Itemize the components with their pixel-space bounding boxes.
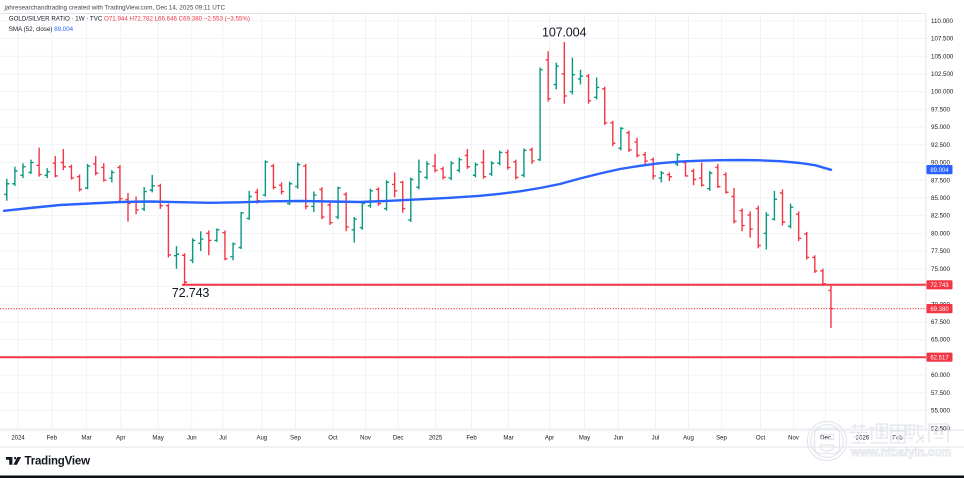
svg-text:60.000: 60.000	[931, 372, 950, 379]
svg-text:90.000: 90.000	[931, 160, 950, 167]
svg-text:107.004: 107.004	[542, 25, 586, 39]
svg-text:105.000: 105.000	[931, 53, 954, 60]
svg-text:77.500: 77.500	[931, 248, 950, 255]
svg-text:Apr: Apr	[116, 436, 125, 442]
svg-text:Dec: Dec	[393, 436, 404, 442]
svg-text:110.000: 110.000	[931, 18, 953, 25]
svg-text:www.htbaiyin.com: www.htbaiyin.com	[850, 447, 952, 459]
svg-text:65.000: 65.000	[931, 337, 950, 344]
svg-text:2026: 2026	[856, 436, 870, 442]
svg-text:Oct: Oct	[328, 436, 338, 442]
svg-text:Nov: Nov	[788, 436, 799, 442]
svg-text:62.517: 62.517	[930, 356, 949, 362]
svg-text:Jul: Jul	[219, 436, 227, 442]
svg-text:107.500: 107.500	[931, 36, 954, 43]
svg-text:97.500: 97.500	[931, 107, 950, 114]
svg-text:Mar: Mar	[503, 436, 513, 442]
svg-text:82.500: 82.500	[931, 213, 950, 220]
svg-text:May: May	[579, 436, 590, 442]
svg-text:87.500: 87.500	[931, 177, 950, 184]
svg-text:100.000: 100.000	[931, 89, 954, 96]
svg-text:Aug: Aug	[683, 436, 694, 442]
svg-text:GOLD/SILVER RATIO · 1W · TVC O: GOLD/SILVER RATIO · 1W · TVC O71.944 H72…	[9, 15, 250, 22]
svg-text:92.500: 92.500	[931, 142, 950, 149]
svg-text:Feb: Feb	[47, 436, 58, 442]
svg-text:75.000: 75.000	[931, 266, 950, 273]
svg-text:52.500: 52.500	[931, 425, 950, 432]
svg-text:80.000: 80.000	[931, 231, 950, 238]
svg-text:TradingView: TradingView	[25, 456, 91, 468]
svg-text:Apr: Apr	[545, 436, 554, 442]
svg-text:2025: 2025	[429, 436, 443, 442]
svg-text:Nov: Nov	[360, 436, 371, 442]
svg-text:Jun: Jun	[614, 436, 624, 442]
svg-text:2024: 2024	[11, 436, 25, 442]
svg-text:Mar: Mar	[81, 436, 91, 442]
svg-text:Jul: Jul	[652, 436, 660, 442]
svg-text:89.004: 89.004	[930, 168, 949, 174]
svg-text:55.000: 55.000	[931, 408, 950, 415]
svg-text:72.743: 72.743	[172, 286, 210, 300]
svg-text:95.000: 95.000	[931, 124, 950, 131]
svg-text:Jun: Jun	[187, 436, 197, 442]
svg-text:Feb: Feb	[466, 436, 477, 442]
svg-text:102.500: 102.500	[931, 71, 954, 78]
svg-text:69.380: 69.380	[930, 307, 949, 313]
svg-text:May: May	[152, 436, 163, 442]
svg-text:SMA (52, close) 89.004: SMA (52, close) 89.004	[9, 26, 74, 33]
svg-text:Sep: Sep	[290, 436, 301, 442]
svg-text:Dec: Dec	[820, 436, 831, 442]
svg-text:57.500: 57.500	[931, 390, 950, 397]
svg-text:67.500: 67.500	[931, 319, 950, 326]
svg-text:85.000: 85.000	[931, 195, 950, 202]
svg-text:Oct: Oct	[756, 436, 766, 442]
svg-text:jahresearchandtrading created: jahresearchandtrading created with Tradi…	[4, 5, 226, 12]
svg-text:72.743: 72.743	[930, 283, 949, 289]
svg-text:Aug: Aug	[256, 436, 267, 442]
svg-text:Sep: Sep	[716, 436, 727, 442]
